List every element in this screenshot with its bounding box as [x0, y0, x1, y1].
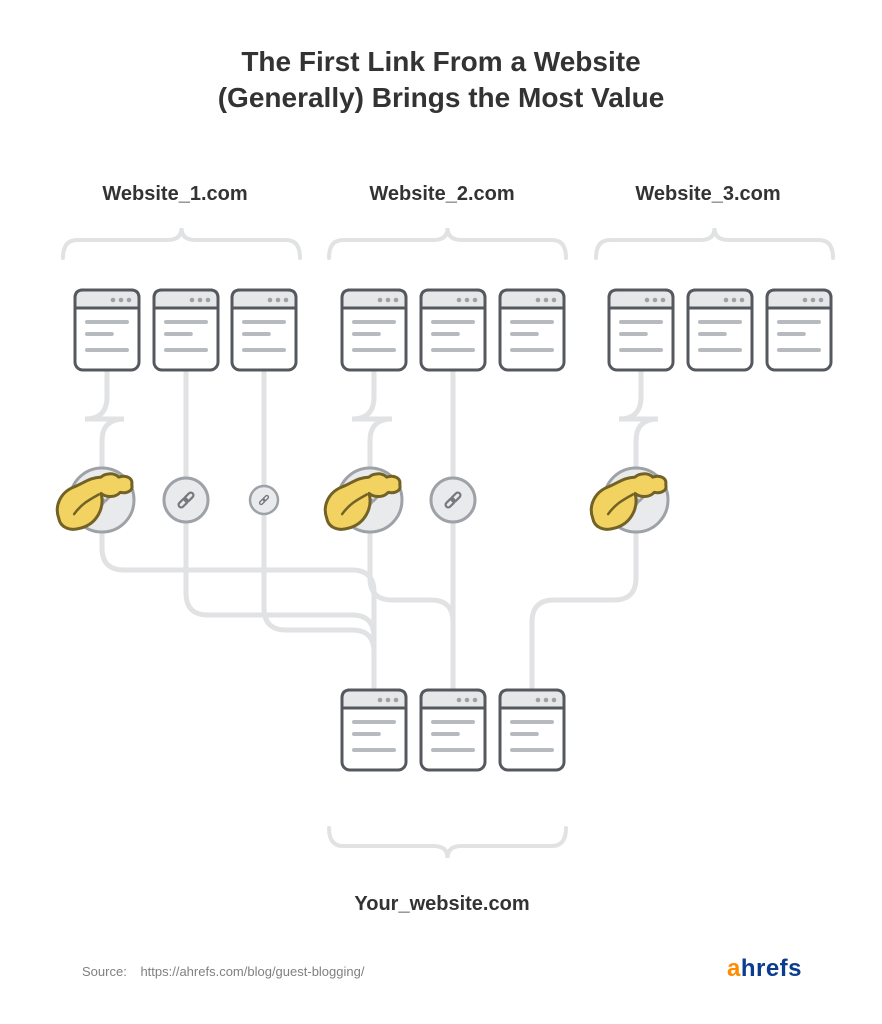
medium-link-icon — [431, 478, 475, 522]
website-1-label: Website_1.com — [55, 183, 295, 206]
logo-rest: hrefs — [741, 955, 802, 982]
page-icon — [500, 290, 564, 370]
infographic-canvas: The First Link From a Website (Generally… — [0, 0, 882, 1024]
strong-link-icon — [325, 468, 402, 532]
source-citation: Source: https://ahrefs.com/blog/guest-bl… — [82, 964, 364, 979]
page-icon — [342, 290, 406, 370]
page-icon — [767, 290, 831, 370]
website-3-label: Website_3.com — [588, 183, 828, 206]
source-url: https://ahrefs.com/blog/guest-blogging/ — [140, 964, 364, 979]
ahrefs-logo: ahrefs — [727, 955, 802, 983]
page-icon — [342, 690, 406, 770]
small-link-icon — [250, 486, 278, 514]
diagram-layer — [0, 0, 882, 1024]
page-icon — [500, 690, 564, 770]
logo-letter-a: a — [727, 955, 741, 982]
your-website-label: Your_website.com — [292, 893, 592, 916]
strong-link-icon — [591, 468, 668, 532]
page-icon — [232, 290, 296, 370]
page-icon — [421, 690, 485, 770]
page-icon — [75, 290, 139, 370]
page-icon — [688, 290, 752, 370]
page-icon — [154, 290, 218, 370]
strong-link-icon — [57, 468, 134, 532]
medium-link-icon — [164, 478, 208, 522]
page-icon — [609, 290, 673, 370]
source-label: Source: — [82, 964, 127, 979]
website-2-label: Website_2.com — [322, 183, 562, 206]
page-icon — [421, 290, 485, 370]
